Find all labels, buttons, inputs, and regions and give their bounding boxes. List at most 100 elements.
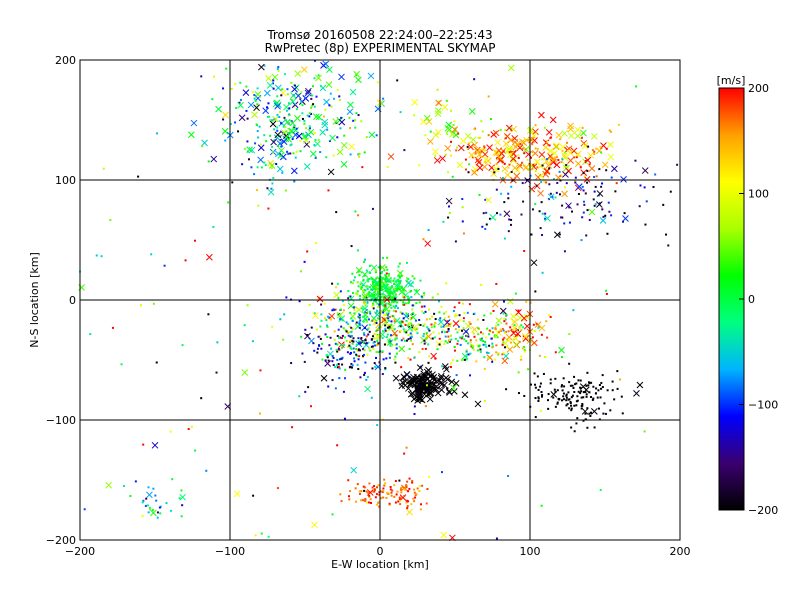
data-point [592,198,595,201]
data-point [382,309,385,312]
data-point-cross [445,197,453,205]
data-point [377,328,380,331]
data-point [466,311,469,314]
data-point [318,344,321,347]
data-point [246,117,249,120]
data-point-cross [414,397,422,404]
data-point [312,103,315,106]
data-point [375,493,378,496]
data-point [352,337,355,340]
data-point-cross [267,188,275,196]
data-point [457,132,460,135]
data-point-cross [349,88,357,96]
data-point [409,358,412,361]
data-point [475,360,478,363]
data-point [562,395,565,398]
data-point-cross [246,146,254,154]
data-point [479,338,482,341]
data-point [410,335,413,338]
data-point [590,411,593,414]
data-point [376,284,379,287]
data-point [331,379,334,382]
data-point [320,85,323,88]
data-point [397,500,400,503]
data-point [369,295,372,298]
data-point-cross [543,168,551,175]
data-point [390,494,393,497]
data-point [483,160,486,163]
data-point [565,393,568,396]
data-point [339,308,342,311]
data-point [558,193,561,196]
data-point [290,81,293,84]
data-point [586,371,589,374]
data-point [536,166,539,169]
data-point [611,389,614,392]
data-point [484,343,487,346]
data-point [383,284,386,287]
data-point [393,277,396,280]
data-point [562,377,565,380]
data-point [142,443,145,446]
data-point [368,278,371,281]
data-point [507,166,510,169]
data-point [507,197,510,200]
data-point [276,95,279,98]
data-point [271,325,274,328]
data-point [431,315,434,318]
data-point [351,282,354,285]
data-point [349,335,352,338]
data-point [301,352,304,355]
data-point [606,389,609,392]
data-point [399,497,402,500]
data-point [586,426,589,429]
data-point [394,293,397,296]
data-point [436,293,439,296]
data-point-cross [328,312,336,320]
data-point [358,152,361,155]
data-point [389,334,392,337]
data-point [413,277,416,280]
data-point [390,325,393,328]
data-point [347,345,350,348]
data-point [573,156,576,159]
data-point-cross [641,167,649,174]
data-point [395,337,398,340]
data-point-cross [551,149,558,157]
data-point [457,340,460,343]
data-point [562,392,565,395]
data-point [411,481,414,484]
data-point [374,365,377,368]
data-point-cross [516,144,524,152]
data-point [622,220,625,223]
data-point [532,323,535,326]
data-point [546,399,549,402]
data-point [152,302,155,305]
data-point [341,319,344,322]
data-point [338,95,341,98]
data-point [568,332,571,335]
data-point [576,399,579,402]
data-point [412,324,415,327]
data-point [366,501,369,504]
data-point [405,329,408,332]
data-point [339,493,342,496]
data-point [414,496,417,499]
data-point [250,166,253,169]
data-point-cross [501,357,509,365]
data-point [389,488,392,491]
data-point [433,381,436,384]
data-point [383,269,386,272]
data-point [281,171,284,174]
data-point [370,396,373,399]
data-point [304,328,307,331]
data-point [337,328,340,331]
data-point [575,382,578,385]
data-point [283,116,286,119]
data-point [477,327,480,330]
data-point [376,486,379,489]
data-point [441,329,444,332]
data-point [357,358,360,361]
data-point [139,304,142,307]
data-point [254,142,257,145]
